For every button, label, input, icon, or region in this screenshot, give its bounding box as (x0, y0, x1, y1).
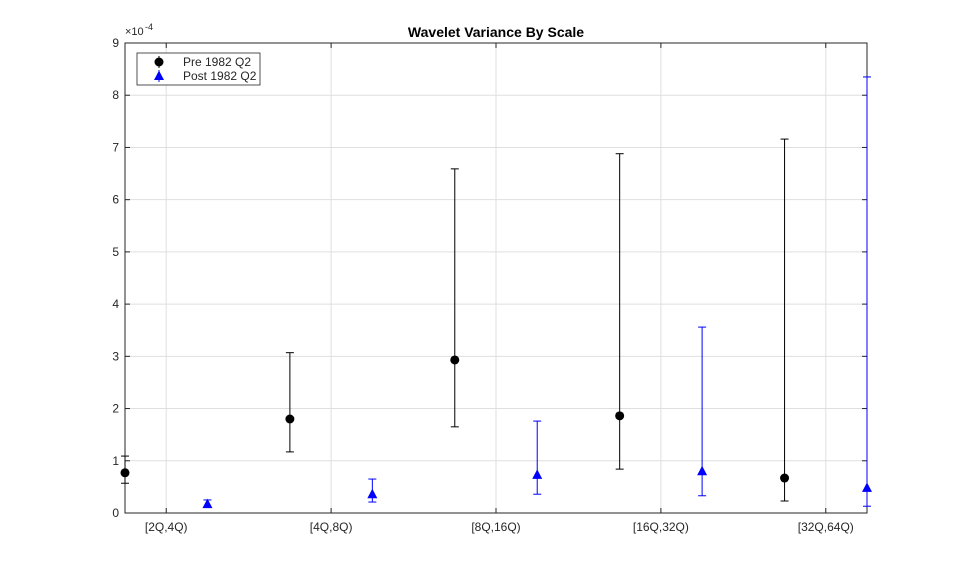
y-tick-label: 7 (112, 140, 119, 154)
marker (450, 355, 460, 365)
marker (615, 411, 625, 421)
marker (862, 482, 872, 492)
y-tick-label: 6 (112, 193, 119, 207)
y-tick-label: 0 (112, 506, 119, 520)
y-exponent-power: -4 (145, 22, 153, 32)
marker (154, 57, 164, 67)
marker (697, 465, 708, 476)
y-tick-label: 8 (112, 88, 119, 102)
x-tick-label: [32Q,64Q) (798, 520, 854, 534)
marker (532, 469, 543, 479)
marker (154, 70, 164, 80)
legend-label: Pre 1982 Q2 (183, 55, 251, 69)
x-tick-label: [4Q,8Q) (310, 520, 353, 534)
y-tick-label: 9 (112, 36, 119, 50)
y-tick-label: 5 (112, 245, 119, 259)
y-exponent: ×10 (125, 26, 144, 38)
y-tick-label: 2 (112, 402, 119, 416)
y-tick-label: 3 (112, 349, 119, 363)
x-tick-label: [2Q,4Q) (145, 520, 188, 534)
marker (367, 488, 378, 499)
x-tick-label: [16Q,32Q) (633, 520, 689, 534)
chart-title: Wavelet Variance By Scale (408, 24, 584, 40)
y-tick-label: 4 (112, 297, 119, 311)
x-tick-label: [8Q,16Q) (471, 520, 520, 534)
marker (780, 473, 790, 483)
y-tick-label: 1 (112, 454, 119, 468)
marker (120, 468, 130, 478)
marker (285, 414, 295, 424)
legend-label: Post 1982 Q2 (183, 69, 257, 83)
marker (202, 498, 213, 509)
